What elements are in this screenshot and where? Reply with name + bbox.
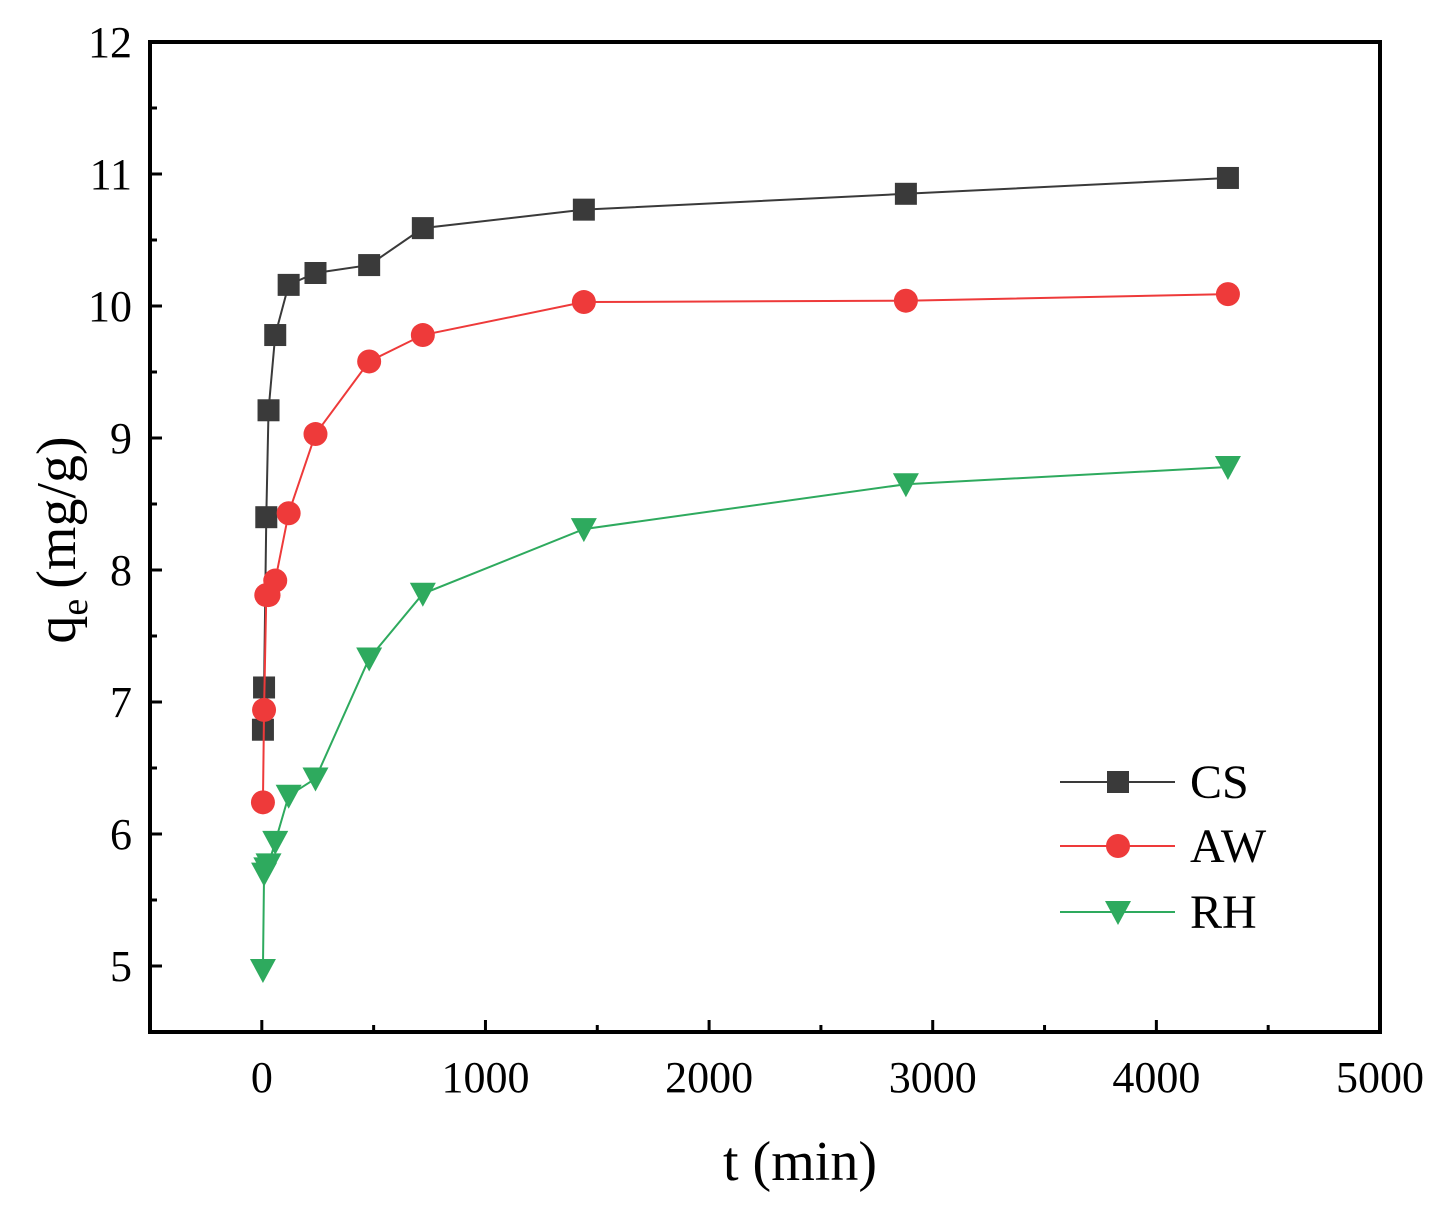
y-axis-title-subscript: e	[54, 599, 96, 616]
data-point-aw	[252, 697, 277, 722]
legend-marker-aw	[1106, 834, 1130, 858]
series-rh	[249, 456, 1241, 983]
data-point-cs	[277, 273, 300, 296]
data-point-rh	[249, 958, 276, 983]
y-tick-label: 11	[90, 150, 132, 199]
data-point-cs	[264, 324, 287, 347]
x-tick-label: 4000	[1112, 1053, 1200, 1102]
y-axis-title: qe (mg/g)	[26, 436, 96, 643]
data-point-cs	[358, 254, 381, 277]
y-axis-title-symbol: q	[26, 616, 88, 644]
x-axis-title: t (min)	[723, 1131, 877, 1193]
legend-item-rh: RH	[1060, 886, 1257, 939]
legend-marker-cs	[1107, 771, 1129, 793]
x-tick-label: 2000	[665, 1053, 753, 1102]
data-point-rh	[302, 767, 329, 792]
series-line-rh	[261, 466, 1228, 970]
data-point-cs	[304, 262, 327, 284]
y-tick-label: 6	[110, 810, 132, 859]
data-point-aw	[1215, 282, 1240, 307]
data-point-rh	[409, 582, 436, 607]
y-tick-label: 10	[88, 282, 132, 331]
data-point-cs	[572, 198, 595, 221]
data-point-aw	[357, 349, 382, 374]
y-tick-label: 8	[110, 546, 132, 595]
data-point-cs	[255, 506, 278, 529]
x-tick-label: 1000	[441, 1053, 529, 1102]
data-point-rh	[892, 473, 919, 498]
data-point-rh	[262, 830, 289, 855]
data-point-aw	[410, 323, 435, 348]
data-point-aw	[303, 422, 328, 447]
data-point-aw	[250, 790, 275, 815]
legend-label-rh: RH	[1190, 886, 1257, 939]
x-tick-label: 0	[251, 1053, 273, 1102]
y-tick-label: 12	[88, 18, 132, 67]
series-line-cs	[261, 176, 1228, 730]
legend-label-aw: AW	[1190, 820, 1267, 873]
data-point-rh	[570, 518, 597, 543]
legend-label-cs: CS	[1190, 756, 1249, 809]
data-point-aw	[276, 501, 301, 526]
legend-item-aw: AW	[1060, 820, 1267, 873]
y-tick-label: 7	[110, 678, 132, 727]
legend-item-cs: CS	[1060, 756, 1249, 809]
data-point-rh	[356, 647, 383, 672]
data-point-rh	[1214, 456, 1241, 481]
data-point-rh	[275, 784, 302, 809]
data-point-rh	[255, 853, 282, 878]
y-axis-title-unit: (mg/g)	[26, 436, 88, 588]
data-point-cs	[1216, 166, 1239, 189]
data-point-cs	[411, 217, 434, 240]
series-aw	[250, 282, 1240, 815]
x-tick-label: 5000	[1336, 1053, 1424, 1102]
data-point-aw	[893, 288, 918, 313]
data-point-aw	[263, 568, 288, 593]
series-line-aw	[261, 293, 1228, 803]
y-tick-label: 9	[110, 414, 132, 463]
legend-marker-rh	[1105, 901, 1131, 925]
data-point-aw	[571, 290, 596, 315]
data-point-cs	[894, 182, 917, 205]
series-cs	[251, 166, 1239, 741]
data-point-cs	[257, 399, 280, 422]
y-tick-label: 5	[110, 942, 132, 991]
plot-frame	[148, 40, 1382, 1034]
x-tick-label: 3000	[889, 1053, 977, 1102]
